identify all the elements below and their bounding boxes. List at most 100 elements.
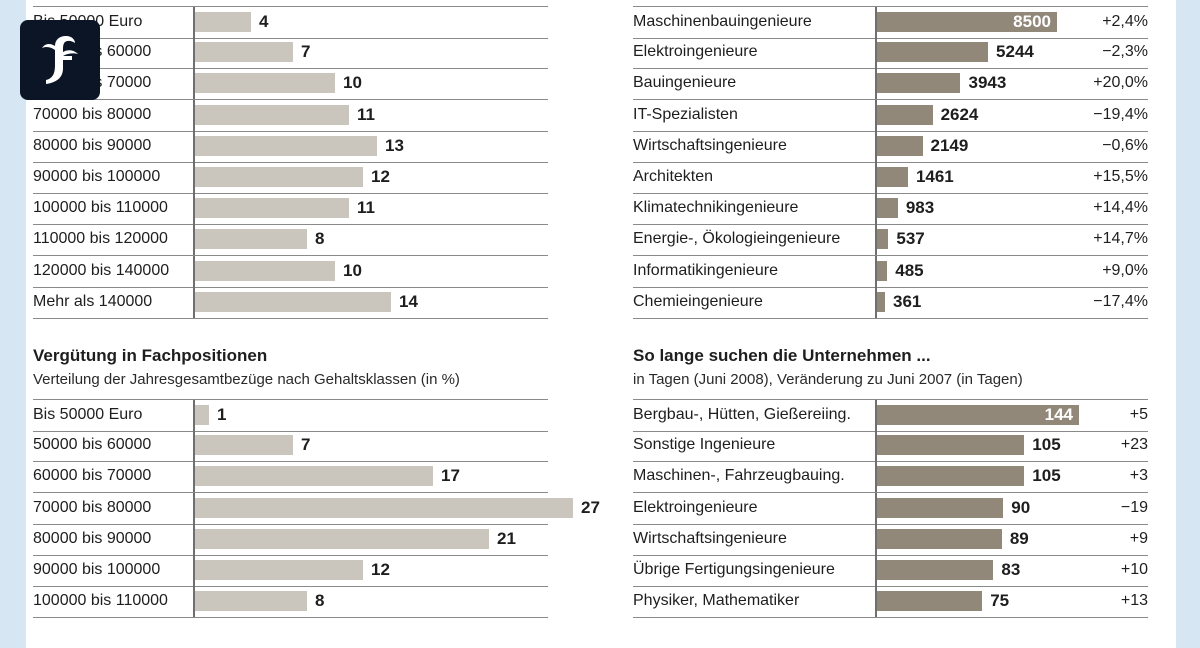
axis-line — [875, 255, 877, 287]
value-label: 5244 — [996, 42, 1034, 62]
bar — [877, 42, 989, 63]
change-label: +9 — [1129, 529, 1148, 547]
change-label: −19,4% — [1093, 105, 1148, 123]
axis-line — [875, 130, 877, 162]
axis-line — [193, 130, 195, 162]
axis-line — [875, 586, 877, 618]
table-row: Übrige Fertigungsingenieure 83 +10 — [633, 555, 1148, 587]
category-label: Elektroingenieure — [633, 43, 758, 61]
axis-line — [193, 523, 195, 555]
table-row: Elektroingenieure 5244 −2,3% — [633, 37, 1148, 70]
bar — [877, 12, 1057, 32]
table-row: Bis 50000 Euro 1 — [33, 399, 548, 432]
axis-line — [875, 68, 877, 100]
value-label: 8 — [315, 229, 325, 249]
axis-line — [875, 224, 877, 256]
value-label: 1461 — [915, 167, 954, 186]
value-label: 105 — [1032, 435, 1061, 455]
bar — [195, 466, 433, 487]
value-label: 89 — [1009, 528, 1029, 548]
change-label: +5 — [1129, 406, 1148, 423]
table-row: 110000 bis 120000 8 — [33, 224, 548, 257]
bar — [877, 229, 889, 250]
bar — [195, 198, 349, 219]
axis-line — [193, 492, 195, 524]
axis-line — [875, 193, 877, 225]
bar — [195, 497, 573, 518]
bar — [877, 104, 933, 125]
change-label: +20,0% — [1093, 74, 1148, 92]
faz-logo-letter-icon — [42, 36, 78, 84]
table-row: Bergbau-, Hütten, Gießereiing. 144 +5 — [633, 399, 1148, 432]
table-row: Elektroingenieure 90 −19 — [633, 492, 1148, 525]
table-row: Physiker, Mathematiker 75 +13 — [633, 586, 1148, 619]
chart-subtitle: in Tagen (Juni 2008), Veränderung zu Jun… — [633, 371, 1023, 388]
category-label: 70000 bis 80000 — [33, 498, 152, 516]
change-label: +14,7% — [1093, 230, 1148, 248]
category-label: Mehr als 140000 — [33, 292, 153, 310]
table-row: 60000 bis 70000 17 — [33, 461, 548, 494]
axis-line — [193, 224, 195, 256]
bar — [877, 466, 1025, 487]
category-label: Physiker, Mathematiker — [633, 592, 800, 610]
axis-line — [875, 99, 877, 131]
value-label: 8 — [315, 591, 325, 611]
value-label: 21 — [497, 528, 516, 548]
category-label: Maschinenbauingenieure — [633, 13, 812, 30]
table-row: 120000 bis 140000 10 — [33, 255, 548, 288]
table-row: Energie-, Ökologieingenieure 537 +14,7% — [633, 224, 1148, 257]
table-row: Sonstige Ingenieure 105 +23 — [633, 430, 1148, 463]
axis-line — [193, 586, 195, 618]
value-label: 105 — [1032, 466, 1061, 486]
axis-line — [193, 461, 195, 493]
table-row: 80000 bis 90000 13 — [33, 130, 548, 163]
category-label: Architekten — [633, 168, 714, 185]
bar — [877, 591, 983, 612]
value-label: 12 — [371, 560, 390, 579]
table-row: 70000 bis 80000 11 — [33, 99, 548, 132]
table-row: 70000 bis 80000 27 — [33, 492, 600, 525]
category-label: 90000 bis 100000 — [33, 561, 161, 578]
bar — [877, 560, 994, 580]
change-label: +10 — [1120, 561, 1148, 578]
change-label: +14,4% — [1093, 199, 1148, 217]
bar — [195, 104, 349, 125]
bar — [195, 42, 293, 63]
bar — [195, 167, 363, 187]
bar — [877, 435, 1025, 456]
axis-line — [193, 162, 195, 193]
bar — [195, 135, 377, 156]
chart-title: So lange suchen die Unternehmen ... — [633, 346, 931, 365]
table-row: Mehr als 140000 14 — [33, 286, 548, 319]
bar — [195, 291, 391, 312]
category-label: Klimatechnikingenieure — [633, 199, 799, 217]
value-label: 3943 — [968, 73, 1007, 93]
category-label: Bauingenieure — [633, 74, 737, 92]
category-label: 80000 bis 90000 — [33, 529, 152, 547]
bar — [877, 198, 898, 219]
axis-line — [193, 286, 195, 318]
value-label: 17 — [441, 466, 460, 486]
category-label: Sonstige Ingenieure — [633, 436, 776, 454]
axis-line — [193, 99, 195, 131]
table-row: 80000 bis 90000 21 — [33, 523, 548, 556]
value-label: 485 — [895, 260, 924, 280]
value-label: 7 — [301, 435, 311, 455]
axis-line — [875, 162, 877, 193]
axis-line — [875, 523, 877, 555]
category-label: Elektroingenieure — [633, 498, 758, 516]
value-label: 10 — [343, 260, 362, 280]
category-label: Bergbau-, Hütten, Gießereiing. — [633, 406, 851, 423]
value-label: 7 — [301, 42, 311, 62]
change-label: −17,4% — [1093, 292, 1148, 310]
bar — [195, 591, 307, 612]
category-label: Übrige Fertigungsingenieure — [633, 561, 835, 578]
category-label: Wirtschaftsingenieure — [633, 529, 787, 547]
value-label: 75 — [990, 591, 1010, 611]
bar — [195, 405, 209, 425]
axis-line — [875, 492, 877, 524]
change-label: +13 — [1120, 592, 1148, 610]
category-label: 80000 bis 90000 — [33, 136, 152, 154]
change-label: −2,3% — [1102, 43, 1148, 61]
